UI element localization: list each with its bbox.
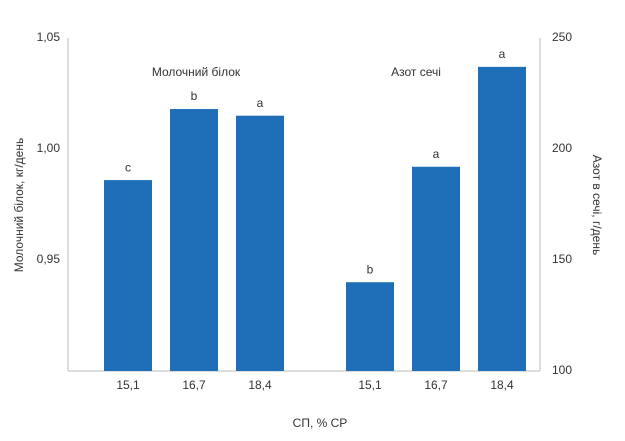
significance-letter: b xyxy=(367,262,374,276)
significance-letter: a xyxy=(499,47,506,61)
bar xyxy=(412,166,460,371)
x-tick-label: 16,7 xyxy=(424,378,448,392)
y2-tick-label: 250 xyxy=(552,30,572,44)
y2-tick-label: 100 xyxy=(552,363,572,377)
x-axis-title: СП, % СР xyxy=(293,416,348,430)
significance-letter: a xyxy=(433,147,440,161)
y2-axis-title: Азот в сечі, г/день xyxy=(590,155,604,255)
x-tick-label: 15,1 xyxy=(116,378,140,392)
series-label: Молочний білок xyxy=(152,65,241,79)
y-axis-title: Молочний білок, кг/день xyxy=(12,138,26,273)
x-tick-label: 18,4 xyxy=(248,378,272,392)
bar xyxy=(236,115,284,371)
bar xyxy=(346,282,394,371)
bar xyxy=(170,109,218,371)
x-tick-label: 16,7 xyxy=(182,378,206,392)
significance-letter: b xyxy=(191,89,198,103)
y-tick-label: 0,95 xyxy=(37,252,61,266)
y-tick-label: 1,05 xyxy=(37,30,61,44)
x-tick-label: 15,1 xyxy=(358,378,382,392)
significance-letter: c xyxy=(125,160,131,174)
x-tick-label: 18,4 xyxy=(490,378,514,392)
y2-tick-label: 150 xyxy=(552,252,572,266)
bar xyxy=(478,66,526,372)
bar xyxy=(104,180,152,371)
y-tick-label: 1,00 xyxy=(37,141,61,155)
significance-letter: a xyxy=(257,96,264,110)
y2-tick-label: 200 xyxy=(552,141,572,155)
series-label: Азот сечі xyxy=(391,65,441,79)
